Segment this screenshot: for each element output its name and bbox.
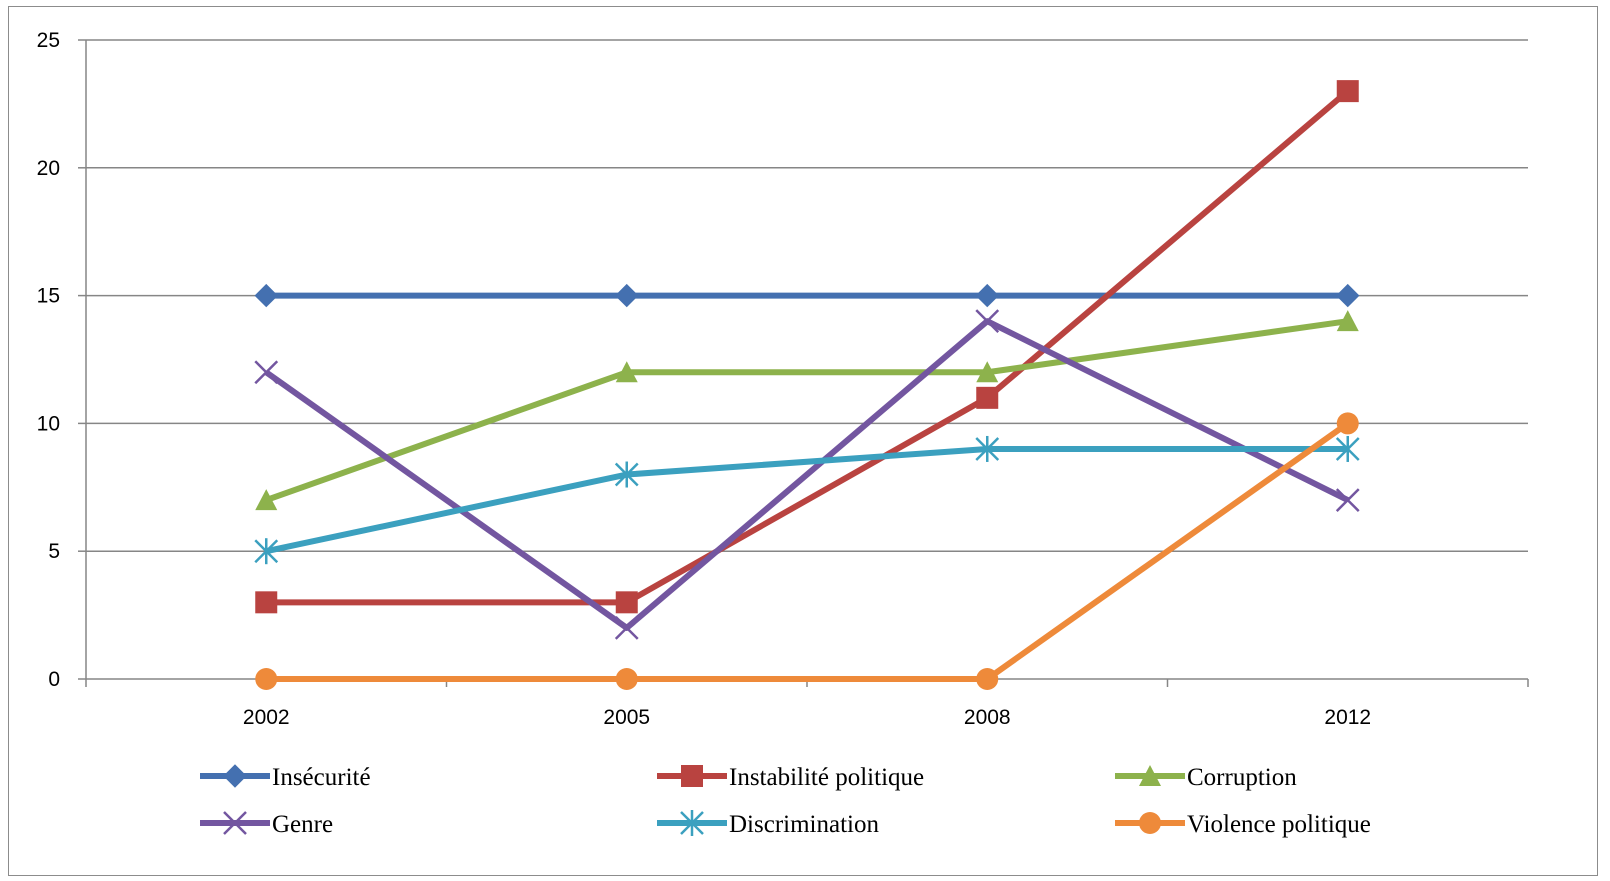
legend-label: Corruption — [1187, 764, 1297, 791]
series-discrimination — [254, 435, 1360, 565]
x-tick-label: 2012 — [1324, 706, 1371, 729]
data-point — [975, 435, 1000, 462]
y-tick-label: 15 — [37, 285, 60, 308]
series-line-violence-politique — [266, 420, 1350, 682]
data-point — [975, 283, 999, 308]
legend: Insécurité Instabilité politique Corruptio… — [200, 764, 1371, 838]
legend-item: Genre — [200, 811, 333, 838]
data-point — [254, 360, 279, 385]
x-tick-label: 2005 — [603, 706, 650, 729]
data-point — [976, 668, 999, 690]
legend-item: Discrimination — [657, 810, 879, 838]
data-point — [975, 309, 1000, 334]
series-instabilite-politique — [255, 80, 1359, 614]
series-corruption — [255, 310, 1359, 511]
series-line-instabilite-politique — [266, 88, 1350, 606]
data-point — [614, 615, 639, 640]
legend-label: Violence politique — [1187, 811, 1371, 838]
data-point — [615, 591, 638, 614]
series-genre — [254, 309, 1360, 640]
legend-label: Discrimination — [729, 811, 879, 838]
series-line-corruption — [265, 318, 1349, 503]
legend-label: Instabilité politique — [729, 764, 924, 791]
data-point — [254, 283, 278, 308]
legend-label: Insécurité — [272, 764, 371, 791]
data-point — [254, 538, 279, 565]
legend-item: Instabilité politique — [657, 764, 924, 791]
data-point — [1336, 310, 1359, 332]
x-tick-label: 2002 — [243, 706, 290, 729]
legend-marker — [681, 765, 703, 787]
legend-marker — [223, 811, 247, 835]
data-point — [255, 489, 278, 511]
x-tick-label: 2008 — [964, 706, 1011, 729]
data-point — [615, 361, 638, 383]
data-point — [976, 386, 999, 409]
legend-marker — [1139, 765, 1161, 786]
y-tick-label: 5 — [48, 540, 60, 563]
data-point — [255, 668, 278, 690]
data-point — [615, 283, 639, 308]
legend-item: Insécurité — [200, 764, 371, 791]
y-tick-label: 10 — [37, 412, 60, 435]
data-point — [615, 668, 638, 690]
series-violence-politique — [255, 412, 1359, 690]
y-tick-label: 20 — [37, 157, 60, 180]
legend-item: Violence politique — [1115, 811, 1371, 838]
series-insecurite — [254, 283, 1360, 308]
legend-marker — [1139, 812, 1161, 834]
data-point — [614, 461, 639, 488]
y-tick-label: 25 — [37, 29, 60, 52]
legend-marker — [223, 764, 247, 788]
data-point — [255, 591, 278, 614]
data-point — [976, 361, 999, 383]
y-tick-label: 0 — [48, 668, 60, 691]
data-point — [1336, 80, 1359, 103]
series-line-genre — [264, 318, 1350, 631]
data-point — [1336, 283, 1360, 308]
chart-frame — [8, 6, 1598, 876]
data-point — [1335, 435, 1360, 462]
series-line-discrimination — [265, 445, 1348, 555]
legend-label: Genre — [272, 811, 333, 838]
legend-item: Corruption — [1115, 764, 1297, 791]
data-point — [1335, 488, 1360, 512]
legend-marker — [680, 810, 704, 836]
data-point — [1336, 412, 1359, 435]
